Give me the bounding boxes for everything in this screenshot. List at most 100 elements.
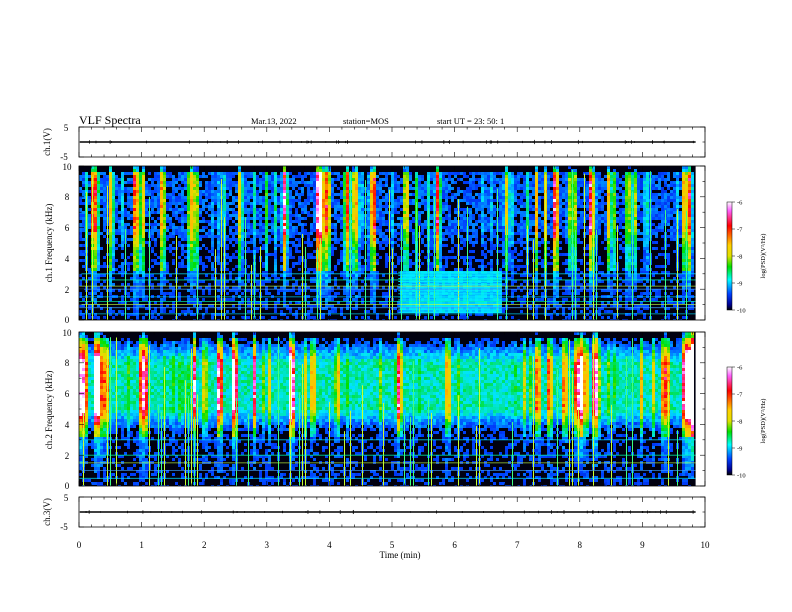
spectrogram-cell [151, 313, 154, 316]
spectrogram-cell [97, 205, 100, 208]
spectrogram-cell [448, 232, 451, 235]
spectrogram-cell [115, 190, 118, 193]
spectrogram-cell [439, 238, 442, 241]
spectrogram-cell [421, 196, 424, 199]
spectrogram-cell [109, 259, 112, 262]
spectrogram-cell [331, 244, 334, 247]
spectrogram-cell [469, 220, 472, 223]
spectrogram-cell [397, 256, 400, 259]
spectrogram-cell [346, 172, 349, 175]
spectrogram-cell [136, 256, 139, 259]
spectrogram-cell [79, 196, 82, 199]
spectrogram-cell [352, 196, 355, 199]
spectrogram-cell [460, 313, 463, 316]
spectrogram-cell [181, 217, 184, 220]
spectrogram-cell [151, 181, 154, 184]
spectrogram-cell [481, 196, 484, 199]
spectrogram-cell [265, 172, 268, 175]
spectrogram-cell [331, 172, 334, 175]
spectrogram-cell [253, 184, 256, 187]
spectrogram-cell [271, 193, 274, 196]
spectrogram-cell [163, 283, 166, 286]
spectrogram-cell [487, 199, 490, 202]
spectrogram-cell [163, 307, 166, 310]
spectrogram-cell [358, 241, 361, 244]
spectrogram-cell [82, 244, 85, 247]
spectrogram-cell [289, 184, 292, 187]
spectrogram-cell [154, 262, 157, 265]
spectrogram-cell [373, 229, 376, 232]
spectrogram-cell [226, 202, 229, 205]
spectrogram-cell [355, 271, 358, 274]
spectrogram-cell [370, 301, 373, 304]
spectrogram-cell [103, 181, 106, 184]
spectrogram-cell [136, 181, 139, 184]
spectrogram-cell [94, 265, 97, 268]
spectrogram-cell [487, 172, 490, 175]
spectrogram-cell [148, 178, 151, 181]
spectrogram-cell [274, 178, 277, 181]
spectrogram-cell [373, 205, 376, 208]
spectrogram-cell [463, 313, 466, 316]
spectrogram-cell [238, 181, 241, 184]
spectrogram-cell [373, 289, 376, 292]
spectrogram-cell [292, 229, 295, 232]
spectrogram-cell [238, 244, 241, 247]
spectrogram-cell [358, 271, 361, 274]
spectrogram-cell [325, 241, 328, 244]
spectrogram-cell [199, 199, 202, 202]
spectrogram-cell [418, 202, 421, 205]
spectrogram-cell [403, 247, 406, 250]
spectrogram-cell [475, 220, 478, 223]
spectrogram-cell [112, 202, 115, 205]
spectrogram-cell [244, 190, 247, 193]
spectrogram-cell [448, 304, 451, 307]
spectrogram-cell [241, 271, 244, 274]
spectrogram-cell [406, 190, 409, 193]
spectrogram-cell [421, 232, 424, 235]
spectrogram-cell [373, 265, 376, 268]
spectrogram-cell [397, 217, 400, 220]
spectrogram-cell [490, 202, 493, 205]
spectrogram-cell [94, 301, 97, 304]
spectrogram-cell [94, 175, 97, 178]
spectrogram-cell [130, 319, 133, 320]
spectrogram-cell [274, 193, 277, 196]
spectrogram-cell [325, 232, 328, 235]
spectrogram-cell [109, 232, 112, 235]
spectrogram-cell [433, 175, 436, 178]
spectrogram-cell [481, 250, 484, 253]
spectrogram-cell [394, 181, 397, 184]
spectrogram-cell [127, 223, 130, 226]
spectrogram-cell [241, 283, 244, 286]
spectrogram-cell [97, 181, 100, 184]
spectrogram-cell [118, 193, 121, 196]
spectrogram-cell [268, 205, 271, 208]
spectrogram-cell [250, 187, 253, 190]
spectrogram-cell [217, 313, 220, 316]
spectrogram-cell [118, 178, 121, 181]
spectrogram-cell [94, 256, 97, 259]
spectrogram-cell [277, 187, 280, 190]
spectrogram-cell [142, 259, 145, 262]
spectrogram-cell [481, 304, 484, 307]
spectrogram-cell [340, 208, 343, 211]
spectrogram-cell [178, 244, 181, 247]
spectrogram-cell [133, 274, 136, 277]
spectrogram-cell [346, 232, 349, 235]
spectrogram-cell [373, 292, 376, 295]
spectrogram-cell [397, 310, 400, 313]
spectrogram-cell [322, 250, 325, 253]
spectrogram-cell [109, 223, 112, 226]
spectrogram-cell [361, 196, 364, 199]
spectrogram-cell [133, 307, 136, 310]
spectrogram-cell [397, 190, 400, 193]
spectrogram-cell [376, 313, 379, 316]
spectrogram-cell [130, 313, 133, 316]
spectrogram-cell [319, 226, 322, 229]
spectrogram-cell [430, 178, 433, 181]
spectrogram-cell [88, 184, 91, 187]
spectrogram-cell [373, 304, 376, 307]
spectrogram-cell [121, 283, 124, 286]
spectrogram-cell [187, 298, 190, 301]
